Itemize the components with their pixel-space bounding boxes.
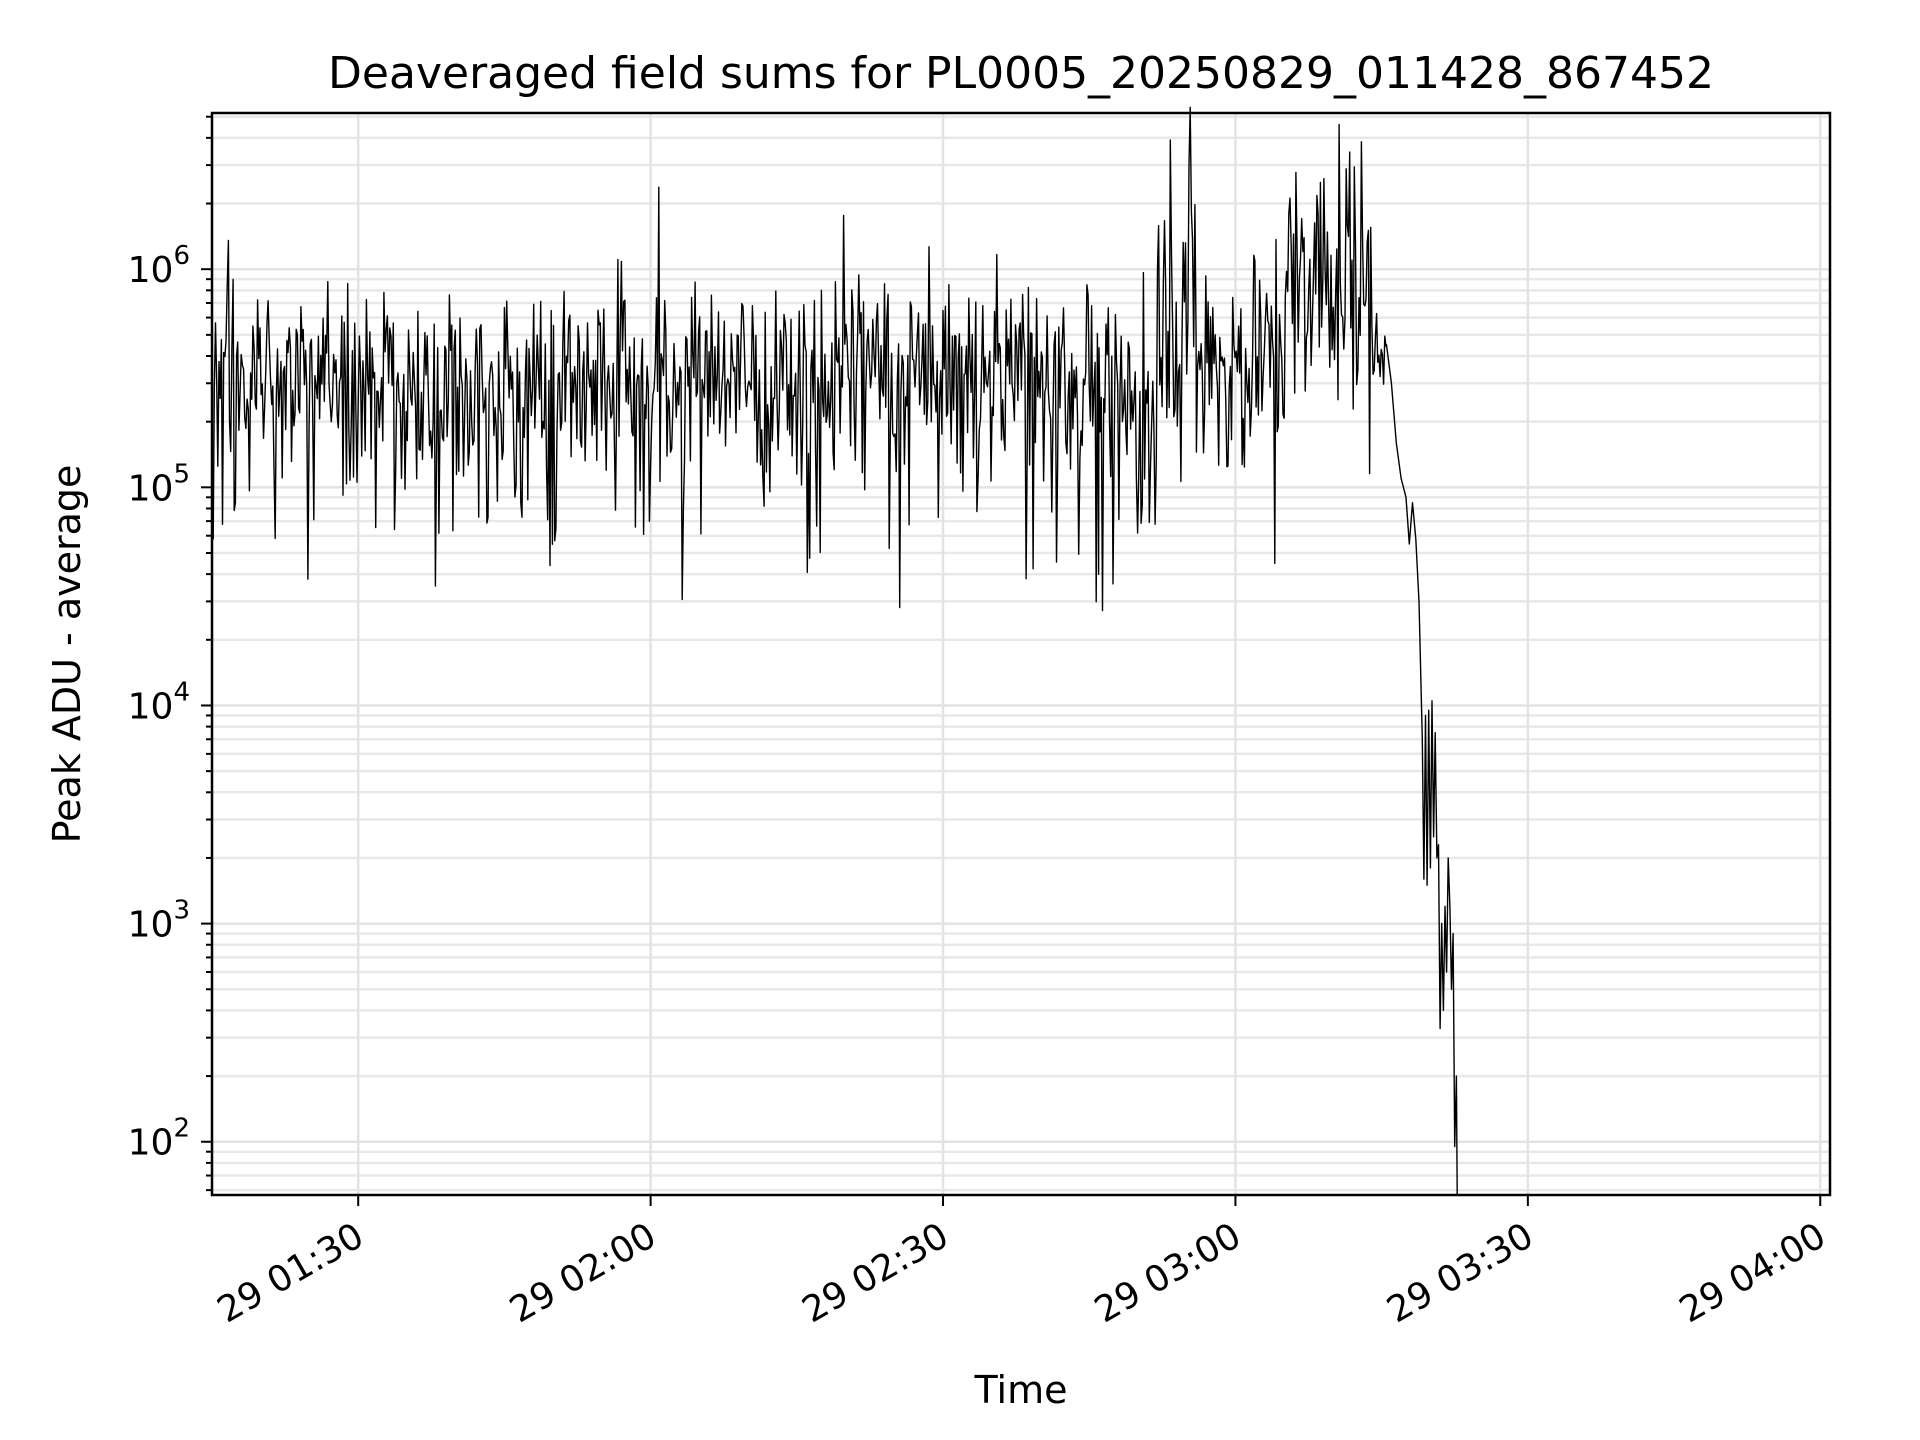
x-axis-label: Time: [974, 1368, 1068, 1412]
y-tick-label: 105: [128, 459, 190, 509]
y-axis-label: Peak ADU - average: [45, 465, 89, 844]
grid: [212, 113, 1830, 1195]
plot-frame: [210, 111, 1832, 1197]
y-tick-label: 103: [128, 896, 190, 946]
series-layer: [211, 106, 1458, 1196]
y-tick-label: 106: [128, 241, 190, 291]
y-axis: 102 103 104 105 106: [128, 115, 212, 1192]
chart-title: Deaveraged field sums for PL0005_2025082…: [328, 48, 1714, 99]
y-tick-label: 102: [128, 1114, 190, 1164]
y-tick-label: 104: [128, 677, 190, 727]
series-line: [211, 106, 1458, 1196]
